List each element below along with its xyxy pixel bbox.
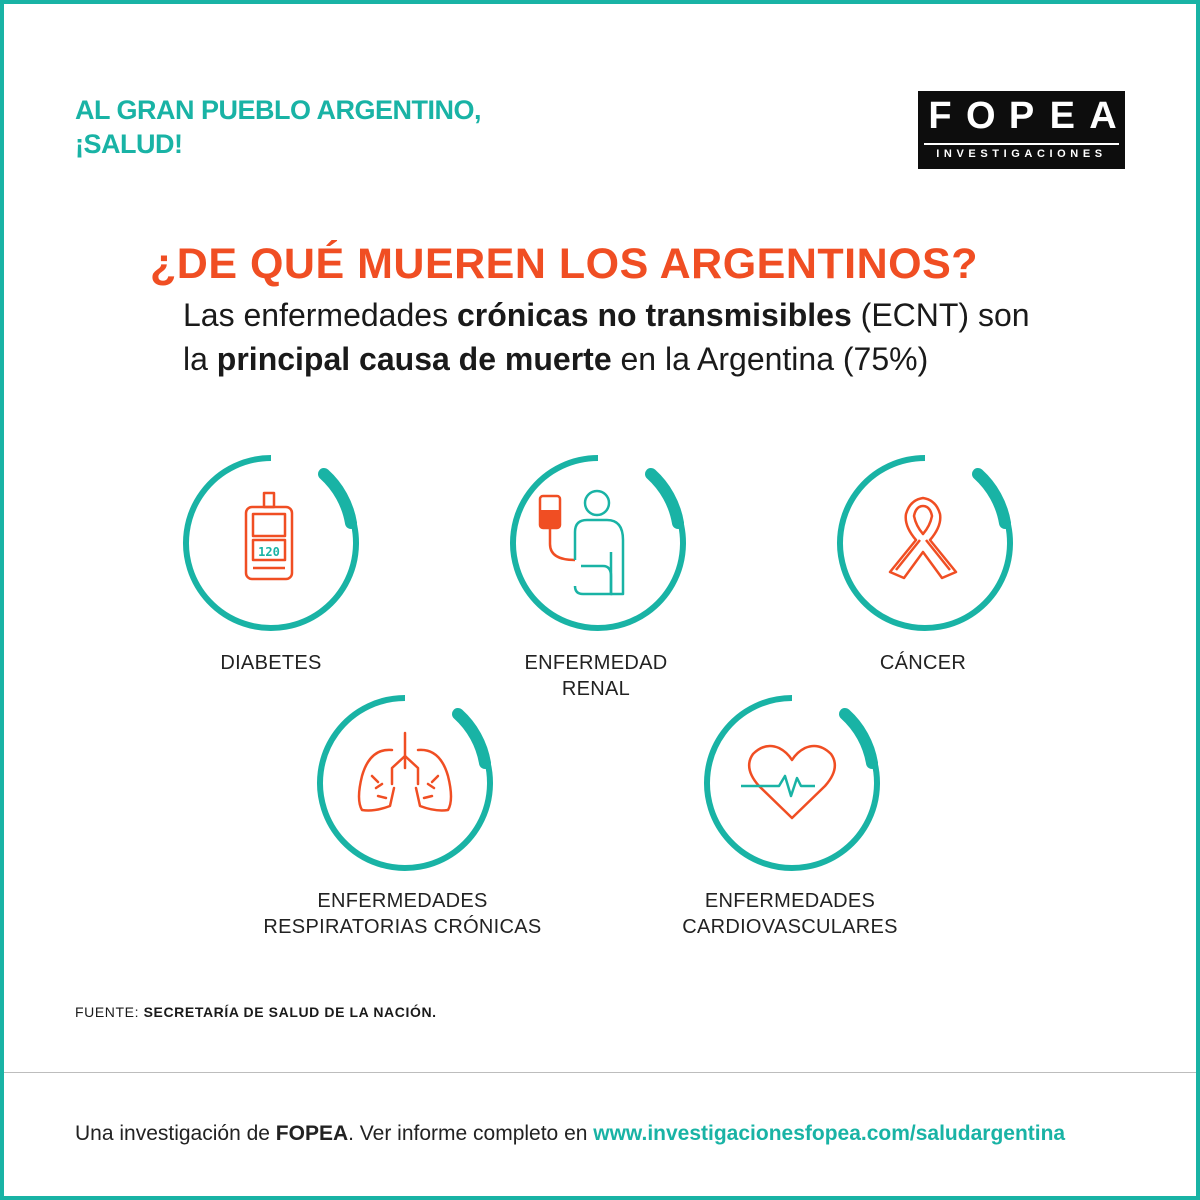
logo-letter: A xyxy=(1089,95,1117,137)
disease-label-renal: ENFERMEDAD RENAL xyxy=(496,650,696,702)
glucometer-icon xyxy=(244,491,294,581)
logo-subtitle: INVESTIGACIONES xyxy=(936,148,1107,160)
subhead: Las enfermedades crónicas no transmisibl… xyxy=(183,293,1133,381)
disease-label-line: ENFERMEDAD xyxy=(524,652,668,674)
disease-label-line: CARDIOVASCULARES xyxy=(682,916,898,938)
fopea-logo: F O P E A INVESTIGACIONES xyxy=(918,91,1125,169)
disease-label-line: RESPIRATORIAS CRÓNICAS xyxy=(263,916,542,938)
subhead-bold: crónicas no transmisibles xyxy=(456,297,852,333)
tagline: AL GRAN PUEBLO ARGENTINO, ¡SALUD! xyxy=(75,93,482,161)
heart-pulse-icon xyxy=(741,744,837,820)
disease-label-respiratory: ENFERMEDADES RESPIRATORIAS CRÓNICAS xyxy=(255,888,550,940)
tagline-line-1: AL GRAN PUEBLO ARGENTINO, xyxy=(75,95,482,125)
disease-label-line: CÁNCER xyxy=(879,652,967,674)
logo-letter: F xyxy=(928,95,952,137)
headline: ¿DE QUÉ MUEREN LOS ARGENTINOS? xyxy=(150,240,979,288)
tagline-line-2: ¡SALUD! xyxy=(75,129,183,159)
lungs-icon xyxy=(357,731,453,812)
cardio-circle xyxy=(704,695,880,871)
footer: Una investigación de FOPEA. Ver informe … xyxy=(75,1122,1065,1146)
renal-circle xyxy=(510,455,686,631)
disease-label-line: DIABETES xyxy=(220,652,322,674)
source-prefix: FUENTE: xyxy=(75,1004,144,1020)
respiratory-circle xyxy=(317,695,493,871)
footer-brand: FOPEA xyxy=(275,1122,349,1145)
subhead-text: (ECNT) son xyxy=(851,297,1030,333)
footer-divider xyxy=(4,1072,1196,1073)
diabetes-circle: 120 xyxy=(183,455,359,631)
subhead-bold: principal causa de muerte xyxy=(216,341,612,377)
cancer-ribbon-icon xyxy=(888,496,958,580)
glucometer-reading: 120 xyxy=(258,545,280,559)
footer-prefix: Una investigación de xyxy=(75,1122,276,1145)
subhead-text: la xyxy=(183,341,217,377)
logo-rule xyxy=(924,143,1119,145)
disease-label-line: ENFERMEDADES xyxy=(317,890,488,912)
disease-label-diabetes: DIABETES xyxy=(171,650,371,676)
logo-letter: O xyxy=(965,95,996,137)
disease-label-line: RENAL xyxy=(561,678,631,700)
disease-label-cardio: ENFERMEDADES CARDIOVASCULARES xyxy=(665,888,915,940)
dialysis-icon xyxy=(538,489,625,596)
footer-middle: . Ver informe completo en xyxy=(348,1122,594,1145)
logo-letter: E xyxy=(1049,95,1075,137)
source-note: FUENTE: SECRETARÍA DE SALUD DE LA NACIÓN… xyxy=(75,1004,437,1020)
subhead-text: en la Argentina (75%) xyxy=(611,341,929,377)
source-text: SECRETARÍA DE SALUD DE LA NACIÓN. xyxy=(143,1004,437,1020)
subhead-text: Las enfermedades xyxy=(183,297,457,333)
logo-letter: P xyxy=(1008,95,1035,137)
cancer-circle xyxy=(837,455,1013,631)
footer-url-link[interactable]: www.investigacionesfopea.com/saludargent… xyxy=(593,1122,1066,1145)
disease-label-cancer: CÁNCER xyxy=(823,650,1023,676)
disease-label-line: ENFERMEDADES xyxy=(704,890,876,912)
